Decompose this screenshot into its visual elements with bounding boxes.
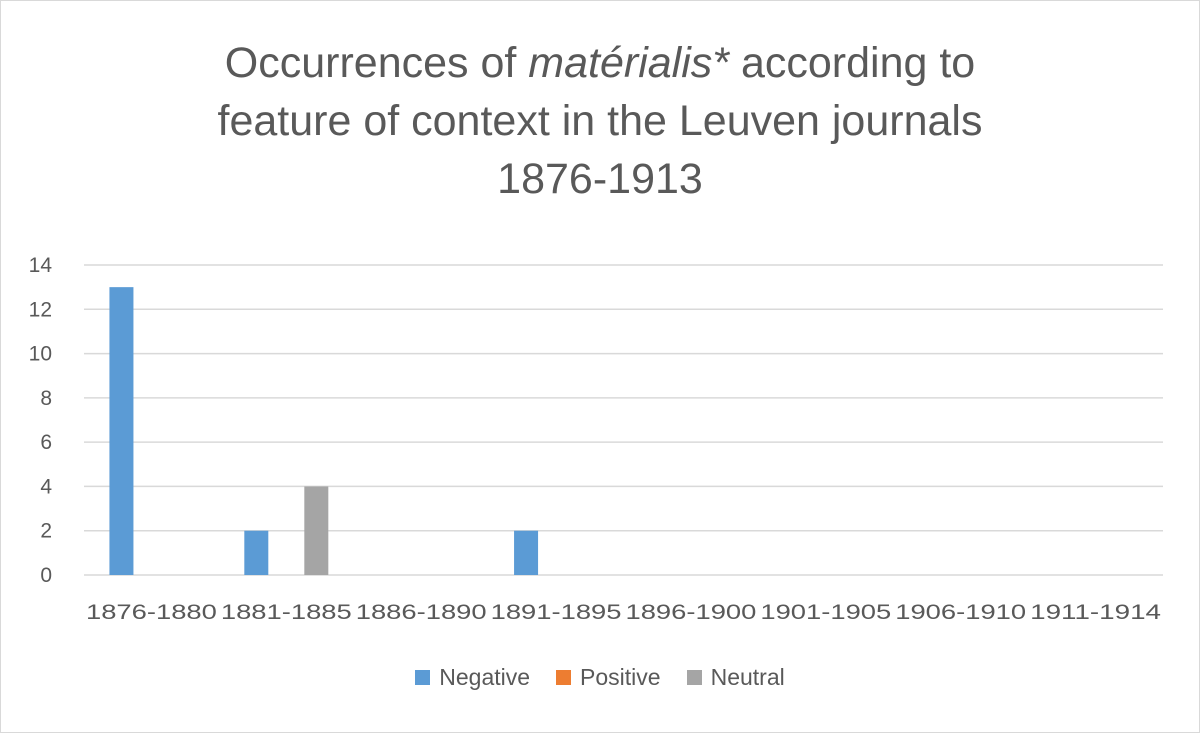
bar-negative — [244, 530, 269, 575]
bar-negative — [514, 530, 539, 575]
x-category-label: 1911-1914 — [1030, 601, 1161, 624]
legend-item-neutral: Neutral — [686, 664, 785, 691]
legend: Negative Positive Neutral — [0, 664, 1200, 691]
y-tick-label: 8 — [40, 387, 52, 410]
title-text-post: according to — [729, 39, 976, 87]
bar-negative — [109, 287, 134, 575]
x-category-label: 1906-1910 — [895, 601, 1026, 624]
title-text-pre: Occurrences of — [224, 39, 529, 87]
x-category-label: 1876-1880 — [86, 601, 217, 624]
chart-title-line-1: Occurrences of matérialis* according to — [0, 34, 1200, 92]
y-tick-label: 10 — [29, 343, 52, 366]
title-text-emphasis: matérialis* — [528, 39, 730, 87]
legend-label: Positive — [580, 664, 661, 690]
x-category-label: 1881-1885 — [221, 601, 352, 624]
y-tick-label: 4 — [40, 475, 52, 498]
y-axis-ticks: 0 2 4 6 8 10 12 14 — [29, 254, 53, 587]
y-tick-label: 2 — [40, 520, 52, 543]
x-category-label: 1896-1900 — [626, 601, 757, 624]
bar-neutral — [304, 486, 329, 575]
y-tick-label: 14 — [29, 254, 53, 277]
legend-swatch — [556, 670, 572, 685]
bars — [109, 287, 539, 575]
gridlines — [84, 264, 1163, 576]
y-tick-label: 6 — [40, 431, 52, 454]
legend-label: Neutral — [710, 664, 785, 690]
x-category-label: 1886-1890 — [356, 601, 487, 624]
legend-swatch — [415, 670, 431, 685]
chart-title-line-2: feature of context in the Leuven journal… — [217, 97, 983, 145]
legend-label: Negative — [439, 664, 531, 690]
y-tick-label: 12 — [29, 298, 52, 321]
x-category-label: 1901-1905 — [760, 601, 891, 624]
legend-item-negative: Negative — [415, 664, 530, 691]
chart-title: Occurrences of matérialis* according to … — [0, 34, 1200, 208]
x-axis-categories: 1876-1880 1881-1885 1886-1890 1891-1895 1896… — [86, 601, 1161, 624]
legend-swatch — [686, 670, 702, 685]
y-tick-label: 0 — [40, 564, 52, 587]
chart-title-line-3: 1876-1913 — [497, 155, 703, 203]
x-category-label: 1891-1895 — [491, 601, 622, 624]
legend-item-positive: Positive — [556, 664, 661, 691]
